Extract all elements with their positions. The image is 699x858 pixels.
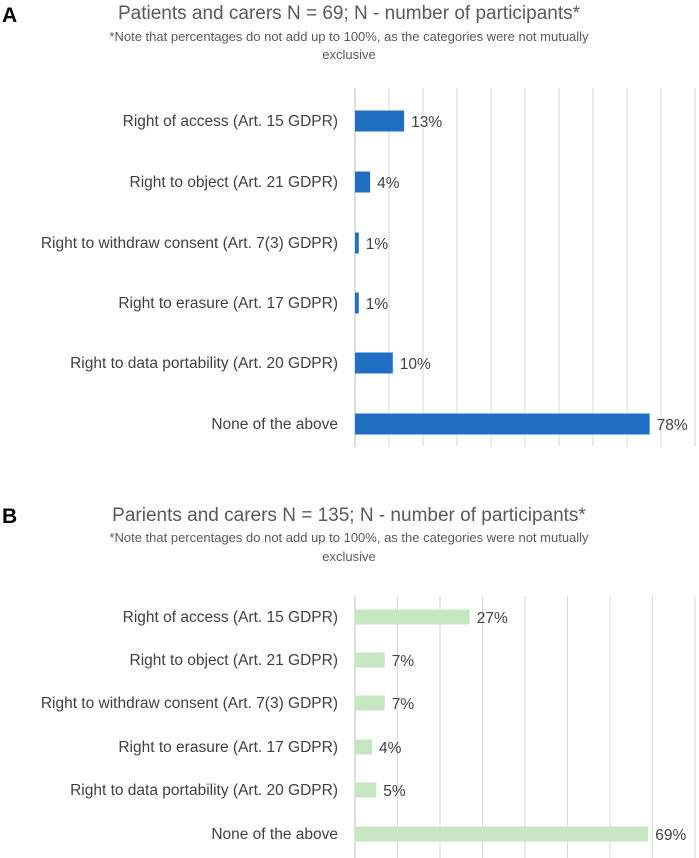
panel-a-bar xyxy=(355,352,393,374)
panel-b-bar xyxy=(355,652,385,668)
panel-b-category-label: None of the above xyxy=(211,826,338,843)
panel-a-data-label: 78% xyxy=(657,417,688,434)
panel-b-data-label: 7% xyxy=(392,696,415,713)
panel-b-bar xyxy=(355,609,470,625)
panel-a-bar xyxy=(355,413,650,435)
panel-a-bar xyxy=(355,232,359,254)
panel-b-data-label: 69% xyxy=(655,827,686,844)
panel-b-data-label: 4% xyxy=(379,740,402,757)
panel-a-bar xyxy=(355,171,371,193)
panel-b-category-label: Right to data portability (Art. 20 GDPR) xyxy=(70,782,338,799)
panel-a-subtitle-line-2: exclusive xyxy=(322,47,375,62)
panel-a-category-label: Right to erasure (Art. 17 GDPR) xyxy=(118,295,338,312)
panel-b-subtitle-line-2: exclusive xyxy=(322,549,375,564)
panel-b-category-label: Right to withdraw consent (Art. 7(3) GDP… xyxy=(41,695,338,712)
panel-b-bar xyxy=(355,739,372,755)
panel-b-data-label: 7% xyxy=(392,653,415,670)
panel-b-letter: B xyxy=(2,505,17,528)
panel-a-category-label: Right to withdraw consent (Art. 7(3) GDP… xyxy=(41,235,338,252)
panel-a-data-label: 10% xyxy=(400,356,431,373)
panel-b-title: Parients and carers N = 135; N - number … xyxy=(112,505,586,526)
panel-a-bar xyxy=(355,110,405,132)
panel-a-category-label: Right of access (Art. 15 GDPR) xyxy=(123,113,338,130)
panel-a-category-label: Right to data portability (Art. 20 GDPR) xyxy=(70,355,338,372)
panel-b-category-label: Right to erasure (Art. 17 GDPR) xyxy=(118,739,338,756)
panel-a-category-label: Right to object (Art. 21 GDPR) xyxy=(130,174,338,191)
panel-b-category-label: Right to object (Art. 21 GDPR) xyxy=(130,652,338,669)
panel-b-bar xyxy=(355,826,649,842)
panel-a-subtitle-line-1: *Note that percentages do not add up to … xyxy=(109,29,589,44)
panel-b-data-label: 5% xyxy=(383,783,406,800)
panel-a-category-label: None of the above xyxy=(211,416,338,433)
panel-a-data-label: 4% xyxy=(377,175,400,192)
panel-a-title: Patients and carers N = 69; N - number o… xyxy=(118,3,581,24)
panel-a-bar xyxy=(355,292,359,314)
panel-a-letter: A xyxy=(2,4,17,27)
panel-a-data-label: 13% xyxy=(411,114,442,131)
panel-b-category-label: Right of access (Art. 15 GDPR) xyxy=(123,609,338,626)
panel-a-data-label: 1% xyxy=(366,236,389,253)
panel-a-data-label: 1% xyxy=(366,296,389,313)
panel-b-data-label: 27% xyxy=(477,610,508,627)
panel-b-bar xyxy=(355,782,377,798)
panel-b-bar xyxy=(355,695,385,711)
panel-b-subtitle-line-1: *Note that percentages do not add up to … xyxy=(109,530,589,545)
